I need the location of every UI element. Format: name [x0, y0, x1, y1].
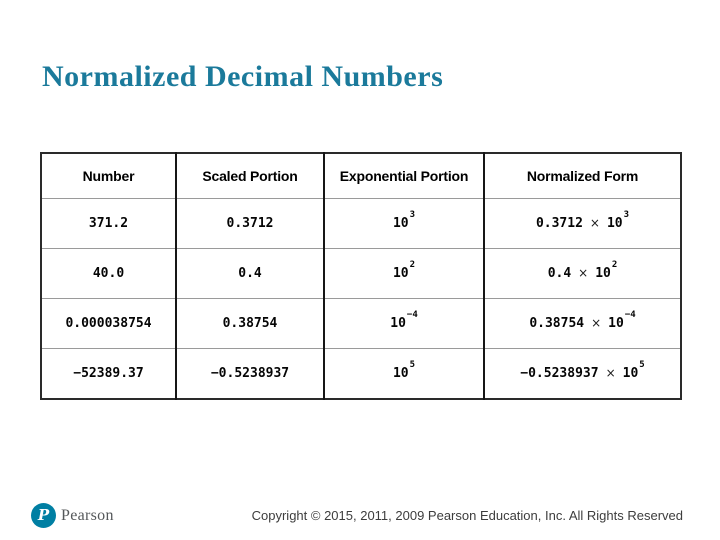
cell-normalized: 0.4 × 102 — [483, 248, 681, 299]
pearson-logo-icon: P — [31, 503, 56, 528]
cell-scaled: −0.5238937 — [175, 348, 324, 399]
cell-normalized: 0.38754 × 10−4 — [483, 298, 681, 349]
cell-exponential: 105 — [323, 348, 484, 399]
exponent: 5 — [639, 359, 645, 370]
exponent: 3 — [409, 209, 416, 220]
table-row: −52389.37 −0.5238937 105 −0.5238937 × 105 — [41, 348, 681, 399]
table-row: 0.000038754 0.38754 10−4 0.38754 × 10−4 — [41, 298, 681, 349]
table-row: 40.0 0.4 102 0.4 × 102 — [41, 248, 681, 299]
multiply-sign: × — [589, 216, 600, 230]
cell-number: 0.000038754 — [41, 298, 176, 349]
cell-scaled: 0.4 — [175, 248, 324, 299]
cell-number: 40.0 — [41, 248, 176, 299]
exponent: 3 — [623, 209, 630, 220]
cell-exponential: 103 — [323, 198, 484, 249]
column-header-exponential-portion: Exponential Portion — [323, 153, 484, 199]
page-title: Normalized Decimal Numbers — [42, 60, 444, 93]
cell-normalized: −0.5238937 × 105 — [483, 348, 681, 399]
exponent: 2 — [611, 259, 618, 270]
table-header-row: Number Scaled Portion Exponential Portio… — [41, 153, 681, 199]
exponent: −4 — [624, 309, 636, 320]
cell-normalized: 0.3712 × 103 — [483, 198, 681, 249]
column-header-normalized-form: Normalized Form — [483, 153, 681, 199]
copyright-text: Copyright © 2015, 2011, 2009 Pearson Edu… — [251, 508, 683, 523]
cell-number: 371.2 — [41, 198, 176, 249]
multiply-sign: × — [591, 316, 602, 330]
cell-number: −52389.37 — [41, 348, 176, 399]
cell-scaled: 0.38754 — [175, 298, 324, 349]
exponent: 2 — [409, 259, 416, 270]
column-header-number: Number — [41, 153, 176, 199]
exponent: 5 — [409, 359, 416, 370]
exponent: −4 — [406, 309, 418, 320]
multiply-sign: × — [605, 366, 616, 380]
cell-exponential: 10−4 — [323, 298, 484, 349]
pearson-wordmark: Pearson — [61, 507, 114, 524]
column-header-scaled-portion: Scaled Portion — [175, 153, 324, 199]
cell-scaled: 0.3712 — [175, 198, 324, 249]
multiply-sign: × — [578, 266, 589, 280]
cell-exponential: 102 — [323, 248, 484, 299]
table-row: 371.2 0.3712 103 0.3712 × 103 — [41, 198, 681, 249]
normalized-numbers-table: Number Scaled Portion Exponential Portio… — [40, 152, 682, 400]
